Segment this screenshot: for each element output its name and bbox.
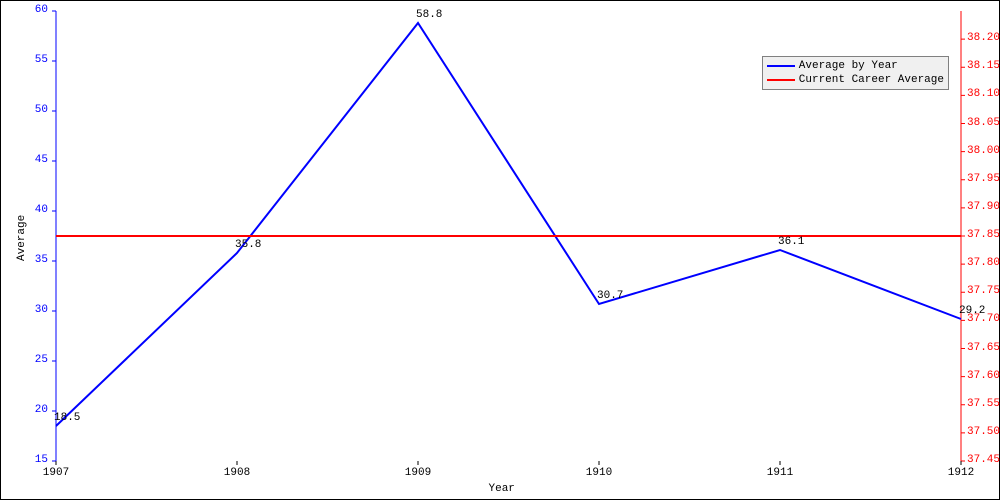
y-left-tick-label: 40 [35, 204, 48, 216]
y-right-tick-label: 37.90 [967, 201, 1000, 213]
x-tick-label: 1908 [217, 467, 257, 479]
legend-label: Average by Year [799, 60, 898, 72]
data-point-label: 29.2 [959, 305, 985, 317]
y-right-tick-label: 38.15 [967, 60, 1000, 72]
x-tick-label: 1910 [579, 467, 619, 479]
data-point-label: 30.7 [597, 290, 623, 302]
x-tick-label: 1911 [760, 467, 800, 479]
legend-swatch [767, 65, 795, 67]
data-point-label: 36.1 [778, 236, 804, 248]
y-left-tick-label: 60 [35, 4, 48, 16]
y-axis-title: Average [16, 215, 28, 261]
y-right-tick-label: 38.10 [967, 88, 1000, 100]
y-left-tick-label: 35 [35, 254, 48, 266]
y-right-tick-label: 37.85 [967, 229, 1000, 241]
legend-label: Current Career Average [799, 74, 944, 86]
legend-item: Average by Year [767, 59, 944, 73]
y-right-tick-label: 37.80 [967, 257, 1000, 269]
chart-container: 15 20 25 30 35 40 45 50 55 60 37.45 37.50 37.55 37.60… [0, 0, 1000, 500]
legend: Average by Year Current Career Average [762, 56, 949, 90]
y-right-tick-label: 37.45 [967, 454, 1000, 466]
y-left-tick-label: 55 [35, 54, 48, 66]
y-right-tick-label: 37.75 [967, 285, 1000, 297]
y-right-tick-label: 37.65 [967, 342, 1000, 354]
x-axis-title: Year [489, 483, 515, 495]
y-right-tick-label: 37.60 [967, 370, 1000, 382]
y-right-tick-label: 38.05 [967, 117, 1000, 129]
y-right-tick-label: 37.55 [967, 398, 1000, 410]
y-right-tick-label: 38.20 [967, 32, 1000, 44]
y-left-tick-label: 15 [35, 454, 48, 466]
y-right-tick-label: 37.95 [967, 173, 1000, 185]
y-left-tick-label: 20 [35, 404, 48, 416]
data-point-label: 18.5 [54, 412, 80, 424]
x-tick-label: 1909 [398, 467, 438, 479]
x-tick-label: 1912 [941, 467, 981, 479]
data-point-label: 58.8 [416, 9, 442, 21]
data-point-label: 35.8 [235, 239, 261, 251]
y-right-tick-label: 37.50 [967, 426, 1000, 438]
legend-item: Current Career Average [767, 73, 944, 87]
x-tick-label: 1907 [36, 467, 76, 479]
y-left-tick-label: 50 [35, 104, 48, 116]
y-left-tick-label: 25 [35, 354, 48, 366]
y-right-tick-label: 38.00 [967, 145, 1000, 157]
y-left-tick-label: 45 [35, 154, 48, 166]
y-left-tick-label: 30 [35, 304, 48, 316]
legend-swatch [767, 79, 795, 81]
